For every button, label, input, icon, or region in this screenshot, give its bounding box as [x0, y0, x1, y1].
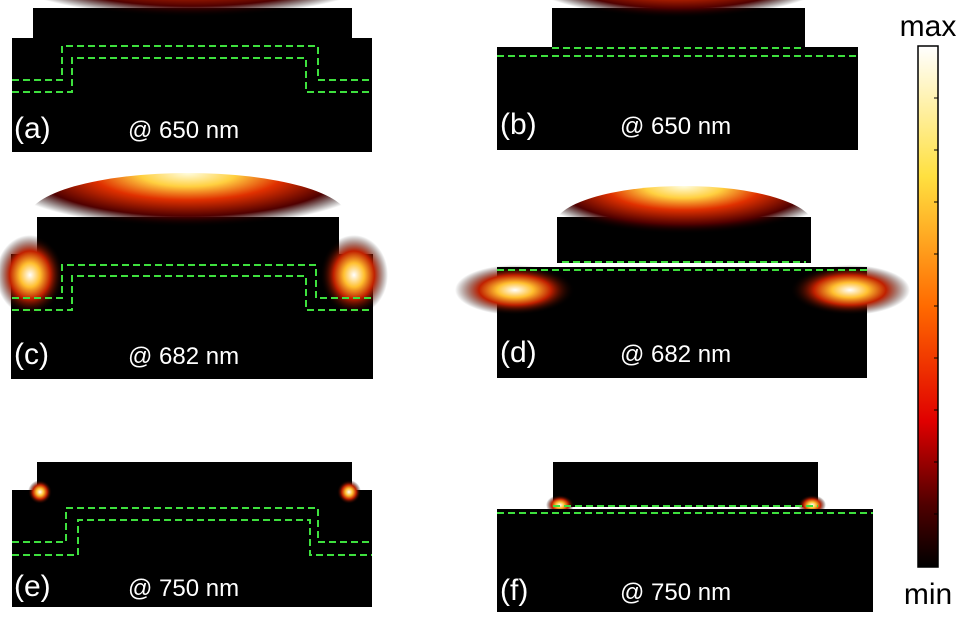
panel-c: (c) @ 682 nm: [0, 173, 388, 379]
panel-a: (a) @ 650 nm: [12, 0, 372, 152]
panel-caption: @ 682 nm: [620, 341, 731, 368]
panel-label: (a): [14, 112, 51, 145]
colorbar-min: min: [904, 578, 952, 611]
colorbar: max min: [900, 10, 957, 611]
panel-b: (b) @ 650 nm: [497, 0, 858, 150]
panel-label: (b): [500, 108, 537, 141]
panel-f: (f) @ 750 nm: [497, 462, 873, 612]
panel-caption: @ 650 nm: [620, 113, 731, 140]
panel-label: (d): [500, 336, 537, 369]
panel-label: (e): [14, 570, 51, 603]
colorbar-max: max: [900, 10, 957, 43]
panel-label: (c): [14, 338, 49, 371]
panel-caption: @ 650 nm: [128, 117, 239, 144]
panel-e: (e) @ 750 nm: [12, 462, 372, 607]
panel-d: (d) @ 682 nm: [455, 186, 910, 378]
panel-caption: @ 682 nm: [128, 343, 239, 370]
panel-caption: @ 750 nm: [620, 579, 731, 606]
panel-caption: @ 750 nm: [128, 575, 239, 602]
panel-label: (f): [500, 574, 528, 607]
